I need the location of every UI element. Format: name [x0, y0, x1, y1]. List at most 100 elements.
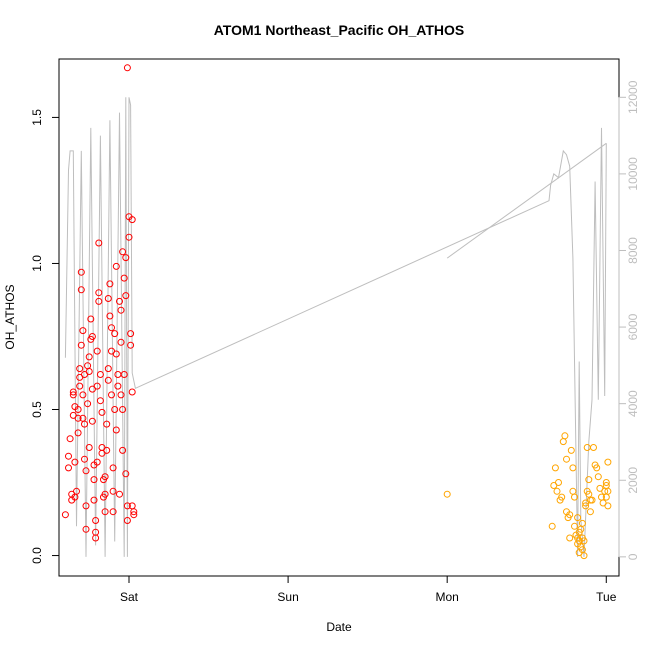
y-tick-label-left: 1.5: [30, 109, 44, 126]
data-point: [104, 376, 112, 384]
y-tick-label-right: 4000: [626, 390, 640, 417]
data-point: [92, 528, 100, 536]
data-point: [117, 391, 125, 399]
data-point: [77, 286, 85, 294]
y-axis-right: 0 2000 4000 6000 8000 10000 12000: [618, 80, 640, 560]
data-point: [65, 452, 72, 460]
data-point: [109, 487, 117, 495]
data-point: [74, 429, 82, 437]
data-point: [90, 496, 98, 504]
secondary-line-path: [446, 142, 607, 259]
data-point: [82, 502, 90, 510]
data-point: [87, 315, 95, 323]
data-point: [117, 306, 125, 314]
data-point: [101, 490, 109, 498]
data-point: [604, 487, 612, 495]
data-point: [104, 365, 112, 373]
data-point: [108, 324, 115, 332]
data-point: [85, 444, 93, 451]
y-tick-label-right: 6000: [626, 313, 640, 340]
data-point: [593, 464, 601, 472]
x-axis-label: Date: [326, 620, 352, 634]
data-point: [120, 371, 128, 378]
data-point: [580, 537, 588, 545]
data-point: [582, 502, 590, 510]
data-point: [61, 511, 69, 519]
y-tick-label-right: 10000: [626, 157, 640, 191]
data-point: [96, 397, 104, 405]
data-point: [553, 487, 561, 495]
data-point: [95, 239, 103, 247]
y-tick-label-right: 0: [626, 553, 640, 560]
secondary-line-series: [64, 97, 607, 557]
data-point: [588, 496, 596, 504]
data-point: [95, 297, 103, 305]
data-point: [567, 446, 575, 454]
data-point: [81, 420, 88, 428]
data-point: [82, 525, 90, 533]
data-point: [108, 391, 115, 399]
data-point: [88, 333, 96, 340]
x-tick-label: Sun: [277, 590, 298, 604]
data-point: [130, 508, 138, 516]
data-point: [558, 493, 566, 501]
data-point: [104, 295, 112, 302]
data-point: [594, 473, 602, 481]
plot-area: [58, 58, 620, 577]
y-tick-label-left: 0.0: [30, 547, 44, 564]
data-point: [583, 444, 591, 451]
data-point: [566, 534, 574, 542]
y-tick-label-right: 12000: [626, 80, 640, 114]
data-point: [114, 382, 122, 390]
data-point: [101, 473, 109, 481]
data-point: [98, 408, 106, 416]
data-point: [123, 502, 131, 510]
data-point: [127, 341, 135, 349]
scatter-series: [61, 64, 612, 560]
data-point: [112, 262, 120, 270]
data-point: [117, 338, 125, 346]
data-point: [101, 508, 109, 516]
data-point: [122, 292, 130, 300]
data-point: [66, 435, 74, 443]
data-point: [95, 289, 103, 297]
x-tick-label: Mon: [436, 590, 459, 604]
data-point: [128, 388, 136, 396]
data-point: [571, 522, 578, 530]
data-point: [112, 426, 120, 434]
data-point: [76, 365, 84, 373]
data-point: [590, 444, 597, 451]
data-point: [578, 519, 586, 527]
x-tick-label: Tue: [596, 590, 617, 604]
y-axis-label: OH_ATHOS: [3, 284, 17, 349]
y-tick-label-right: 8000: [626, 237, 640, 264]
data-point: [103, 446, 111, 454]
data-point: [119, 248, 127, 256]
data-point: [123, 64, 131, 72]
data-point: [111, 330, 119, 338]
data-point: [574, 514, 582, 522]
data-point: [85, 353, 93, 361]
data-point: [88, 417, 96, 425]
data-point: [96, 371, 104, 378]
data-point: [569, 487, 577, 495]
data-point: [73, 487, 80, 495]
data-point: [79, 327, 87, 335]
data-point: [90, 476, 98, 484]
data-point: [77, 341, 85, 349]
y-tick-label-left: 1.0: [30, 255, 44, 272]
data-point: [130, 511, 138, 519]
x-tick-label: Sat: [120, 590, 139, 604]
data-point: [548, 522, 556, 530]
data-point: [71, 458, 79, 466]
data-point: [125, 233, 133, 241]
y-tick-label-right: 2000: [626, 467, 640, 494]
data-point: [81, 455, 88, 463]
y-axis-left: 0.0 0.5 1.0 1.5: [30, 109, 60, 564]
data-point: [119, 446, 127, 454]
data-point: [93, 347, 101, 355]
data-point: [586, 508, 594, 516]
data-point: [69, 388, 77, 396]
data-point: [122, 254, 130, 262]
